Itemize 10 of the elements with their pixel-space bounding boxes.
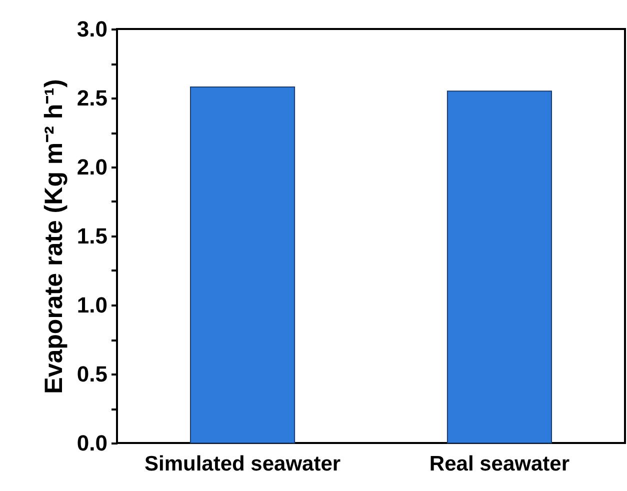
- y-axis-title: Evaporate rate (Kg m⁻² h⁻¹): [40, 79, 68, 394]
- y-tick-label: 1.0: [76, 292, 108, 318]
- y-tick-label: 2.0: [76, 154, 108, 180]
- y-tick-label: 0.5: [76, 362, 108, 386]
- x-tick-label: Simulated seawater: [144, 452, 341, 476]
- y-tick-label: 1.5: [76, 224, 108, 248]
- y-tick-label: 3.0: [76, 16, 108, 42]
- y-tick-label: 2.5: [76, 86, 108, 110]
- y-tick-label: 0.0: [76, 430, 108, 456]
- x-tick-label: Real seawater: [429, 452, 570, 476]
